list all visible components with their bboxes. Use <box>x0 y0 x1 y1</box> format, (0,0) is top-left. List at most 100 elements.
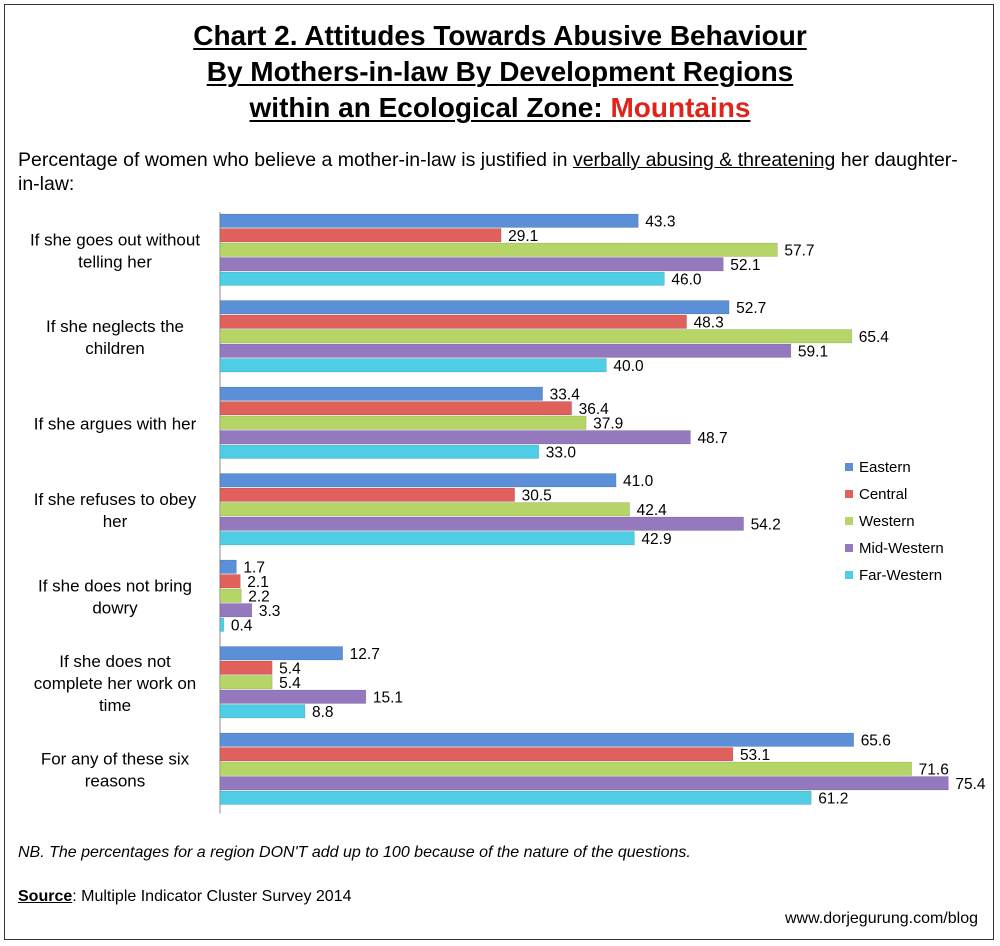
data-label: 8.8 <box>312 704 334 721</box>
bar-far-western <box>219 790 812 805</box>
data-label: 52.7 <box>736 300 766 317</box>
category-label: her <box>103 512 128 531</box>
data-label: 29.1 <box>508 228 538 245</box>
data-label: 53.1 <box>740 747 770 764</box>
data-label: 41.0 <box>623 473 654 490</box>
legend-label: Eastern <box>859 459 911 476</box>
data-label: 42.9 <box>641 531 671 548</box>
bar-eastern <box>219 559 237 574</box>
data-label: 0.4 <box>231 618 253 635</box>
category-label: If she neglects the <box>46 317 184 336</box>
category-label: reasons <box>85 771 145 790</box>
bar-eastern <box>219 213 639 228</box>
website-credit: www.dorjegurung.com/blog <box>785 910 978 927</box>
category-label: dowry <box>92 598 138 617</box>
bar-eastern <box>219 732 854 747</box>
bar-western <box>219 502 630 517</box>
source-text: : Multiple Indicator Cluster Survey 2014 <box>72 888 352 905</box>
data-label: 59.1 <box>798 344 828 361</box>
chart-subtitle: Percentage of women who believe a mother… <box>18 148 978 196</box>
data-label: 54.2 <box>751 517 781 534</box>
bar-western <box>219 329 853 344</box>
bar-eastern <box>219 300 730 315</box>
legend-swatch-western <box>845 517 853 525</box>
category-label: If she does not bring <box>38 576 192 595</box>
bar-central <box>219 401 572 416</box>
bar-mid-western <box>219 430 691 445</box>
category-label: If she goes out without <box>30 230 200 249</box>
data-label: 42.4 <box>637 502 668 519</box>
data-label: 5.4 <box>279 675 301 692</box>
bar-mid-western <box>219 689 367 704</box>
data-label: 61.2 <box>818 791 848 808</box>
data-label: 40.0 <box>613 358 644 375</box>
data-label: 5.4 <box>279 661 301 678</box>
data-label: 43.3 <box>645 214 675 231</box>
data-label: 37.9 <box>593 416 623 433</box>
category-label: If she argues with her <box>34 414 197 433</box>
category-label: If she refuses to obey <box>34 490 197 509</box>
data-label: 1.7 <box>243 560 265 577</box>
data-label: 3.3 <box>259 603 281 620</box>
data-label: 15.1 <box>373 690 403 707</box>
bar-central <box>219 660 273 675</box>
bar-eastern <box>219 473 617 488</box>
data-label: 46.0 <box>671 272 702 289</box>
bar-western <box>219 588 242 603</box>
chart-title: Chart 2. Attitudes Towards Abusive Behav… <box>0 18 1000 126</box>
bar-mid-western <box>219 776 949 791</box>
legend-swatch-far-western <box>845 571 853 579</box>
legend-label: Western <box>859 513 915 530</box>
bar-western <box>219 415 587 430</box>
legend-swatch-eastern <box>845 463 853 471</box>
data-label: 12.7 <box>350 646 380 663</box>
data-label: 75.4 <box>955 776 986 793</box>
data-label: 71.6 <box>919 762 949 779</box>
bar-mid-western <box>219 343 792 358</box>
data-label: 65.6 <box>861 733 891 750</box>
bar-far-western <box>219 617 225 632</box>
data-label: 52.1 <box>730 257 760 274</box>
category-label: complete her work on <box>34 674 197 693</box>
data-label: 36.4 <box>579 401 610 418</box>
subtitle-after: her daughter-in-law: <box>18 149 958 195</box>
source-line: Source: Multiple Indicator Cluster Surve… <box>18 888 352 906</box>
subtitle-before: Percentage of women who believe a mother… <box>18 149 573 171</box>
data-label: 57.7 <box>784 243 814 260</box>
subtitle-underlined: verbally abusing & threatening <box>572 149 836 171</box>
category-label: time <box>99 696 131 715</box>
bar-western <box>219 675 273 690</box>
category-label: If she does not <box>59 652 171 671</box>
bar-mid-western <box>219 603 253 618</box>
data-label: 65.4 <box>859 329 890 346</box>
bar-central <box>219 747 734 762</box>
legend-label: Mid-Western <box>859 540 944 557</box>
category-label: children <box>85 339 145 358</box>
bar-mid-western <box>219 516 744 531</box>
chart-frame <box>4 4 994 940</box>
bar-mid-western <box>219 257 724 272</box>
legend-label: Central <box>859 486 907 503</box>
data-label: 33.0 <box>546 445 577 462</box>
data-label: 48.3 <box>694 315 724 332</box>
bar-central <box>219 314 687 329</box>
title-line-2: By Mothers-in-law By Development Regions <box>206 56 794 87</box>
bar-far-western <box>219 531 635 546</box>
legend-swatch-central <box>845 490 853 498</box>
footnote: NB. The percentages for a region DON'T a… <box>18 844 691 861</box>
data-label: 48.7 <box>697 430 727 447</box>
legend-label: Far-Western <box>859 567 942 584</box>
data-label: 2.1 <box>247 574 269 591</box>
bar-central <box>219 487 515 502</box>
source-label: Source <box>18 888 73 905</box>
bar-eastern <box>219 646 343 661</box>
category-label: For any of these six <box>41 749 190 768</box>
data-label: 33.4 <box>550 387 581 404</box>
data-label: 2.2 <box>248 589 270 606</box>
bar-far-western <box>219 444 540 459</box>
bar-eastern <box>219 386 543 401</box>
bar-far-western <box>219 358 607 373</box>
legend-swatch-mid-western <box>845 544 853 552</box>
bar-far-western <box>219 704 306 719</box>
